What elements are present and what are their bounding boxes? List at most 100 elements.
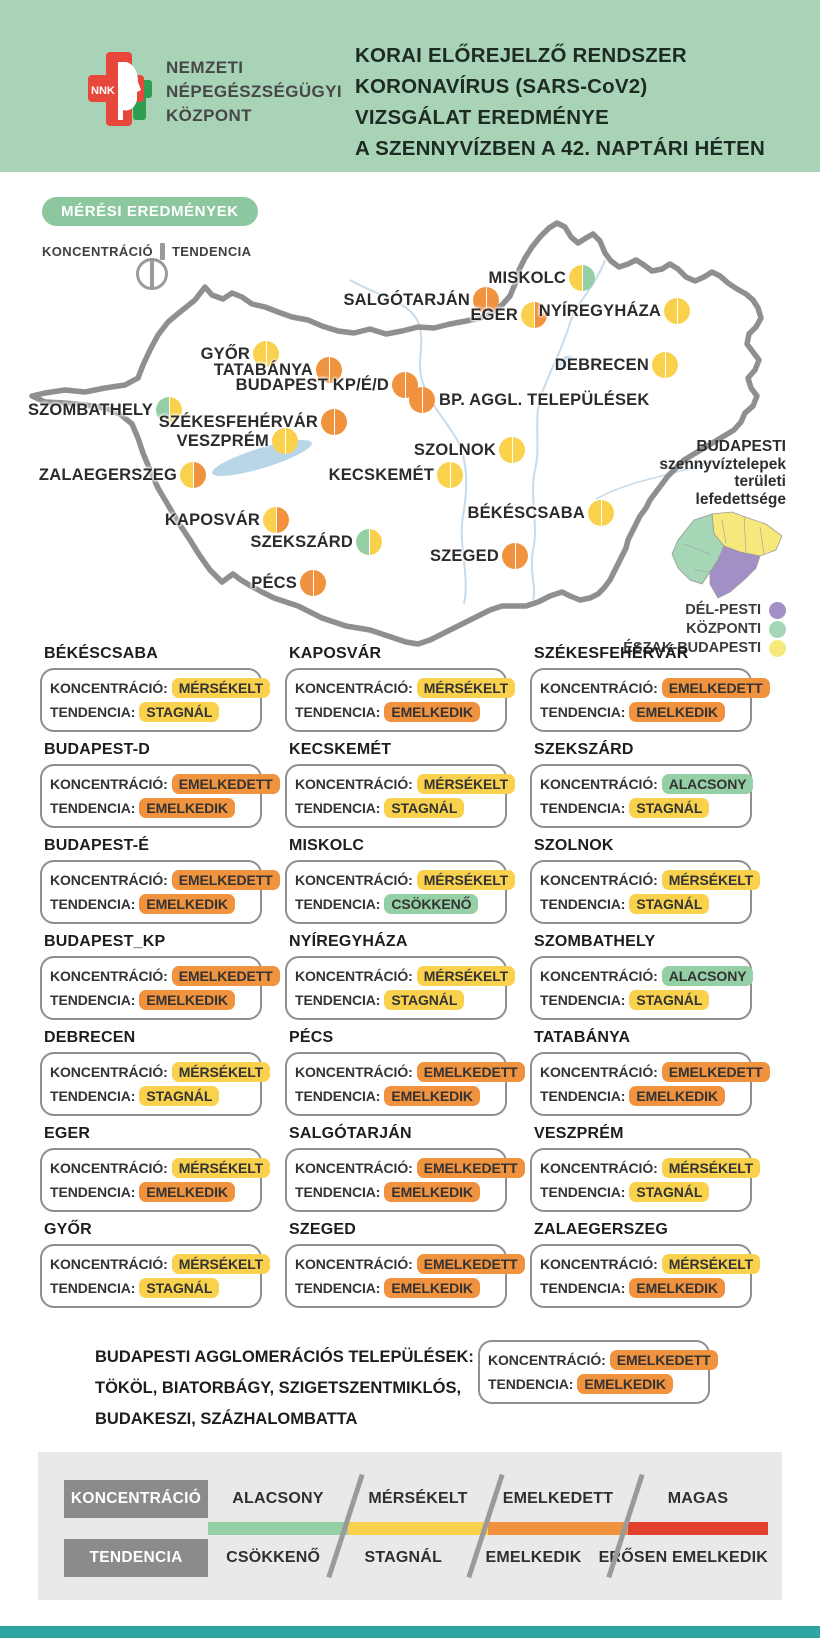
result-card-box: KONCENTRÁCIÓ: MÉRSÉKELT TENDENCIA: STAGNÁL [40, 1244, 271, 1308]
footer-bar [0, 1626, 820, 1638]
result-card-box: KONCENTRÁCIÓ: MÉRSÉKELT TENDENCIA: STAGNÁL [285, 956, 516, 1020]
tendency-label: TENDENCIA: [50, 896, 136, 912]
inset-legend-észak-budapesti: ÉSZAK-BUDAPESTI [586, 639, 786, 657]
marker-label: SZOLNOK [413, 441, 496, 459]
concentration-value: EMELKEDETT [416, 1062, 525, 1082]
city-card-nyíregyháza: NYÍREGYHÁZA KONCENTRÁCIÓ: MÉRSÉKELT TENDENC… [285, 933, 516, 1029]
card-row-tendency: TENDENCIA: EMELKEDIK [488, 1372, 700, 1396]
inset-legend-label: ÉSZAK-BUDAPESTI [623, 640, 761, 656]
card-row-concentration: KONCENTRÁCIÓ: EMELKEDETT [488, 1348, 718, 1372]
result-card-box: KONCENTRÁCIÓ: MÉRSÉKELT TENDENCIA: STAGNÁL [530, 860, 761, 924]
inset-region-central [671, 513, 725, 585]
card-row-tendency: TENDENCIA: EMELKEDIK [295, 700, 497, 724]
city-card-name: MISKOLC [289, 837, 365, 854]
result-card-box: KONCENTRÁCIÓ: EMELKEDETT TENDENCIA: EMELKED… [478, 1340, 718, 1404]
tendency-label: TENDENCIA: [295, 800, 381, 816]
marker-concentration-half [253, 341, 267, 367]
city-card-name: SZEKSZÁRD [534, 741, 634, 758]
tendency-value: STAGNÁL [139, 702, 220, 722]
tendency-value: CSÖKKENŐ [384, 894, 479, 914]
tendency-label: TENDENCIA: [540, 1184, 626, 1200]
inset-title-line3: területi [734, 473, 786, 490]
inset-region-south [709, 545, 761, 599]
inset-district-lines [683, 515, 765, 573]
concentration-value: MÉRSÉKELT [661, 870, 761, 890]
card-row-tendency: TENDENCIA: EMELKEDIK [50, 988, 252, 1012]
scale-legend-panel: KONCENTRÁCIÓ ALACSONY MÉRSÉKELT EMELKEDETT M… [38, 1452, 782, 1600]
concentration-value: MÉRSÉKELT [171, 1062, 271, 1082]
marker-label: SZEGED [429, 547, 499, 565]
inset-legend-swatch [769, 639, 786, 657]
marker-tendency-half [313, 570, 326, 596]
marker-concentration-half [392, 372, 406, 398]
marker-concentration-half [652, 352, 666, 378]
card-row-concentration: KONCENTRÁCIÓ: EMELKEDETT [295, 1252, 525, 1276]
concentration-label: KONCENTRÁCIÓ: [50, 968, 168, 984]
result-card-box: KONCENTRÁCIÓ: MÉRSÉKELT TENDENCIA: EMELKEDI… [40, 1148, 271, 1212]
concentration-value: MÉRSÉKELT [416, 678, 516, 698]
concentration-value: ALACSONY [661, 774, 754, 794]
result-card-box: KONCENTRÁCIÓ: ALACSONY TENDENCIA: STAGNÁL [530, 764, 754, 828]
marker-label: DEBRECEN [554, 356, 649, 374]
inset-legend-központi: KÖZPONTI [586, 620, 786, 638]
header: NNK NEMZETI NÉPEGÉSZSÉGÜGYI KÖZPONT KORA… [0, 0, 820, 172]
legend-value-alacsony: ALACSONY [232, 1490, 324, 1507]
tendency-label: TENDENCIA: [50, 1184, 136, 1200]
card-row-concentration: KONCENTRÁCIÓ: MÉRSÉKELT [50, 676, 271, 700]
marker-split-circle [253, 341, 279, 367]
title-line4: A SZENNYVÍZBEN A 42. NAPTÁRI HÉTEN [355, 137, 766, 160]
card-row-tendency: TENDENCIA: EMELKEDIK [540, 700, 742, 724]
nnk-logo-abbr: NNK [91, 85, 115, 97]
concentration-value: MÉRSÉKELT [416, 966, 516, 986]
card-row-tendency: TENDENCIA: EMELKEDIK [540, 1276, 742, 1300]
inset-legend-label: KÖZPONTI [686, 621, 761, 637]
lake-tisza [556, 355, 574, 369]
marker-label: KAPOSVÁR [164, 511, 260, 529]
card-row-tendency: TENDENCIA: EMELKEDIK [540, 1084, 742, 1108]
legend-value-mérsékelt: MÉRSÉKELT [368, 1490, 468, 1507]
result-card-box: KONCENTRÁCIÓ: EMELKEDETT TENDENCIA: EMELKED… [40, 956, 280, 1020]
marker-split-circle [499, 437, 525, 463]
tendency-value: EMELKEDIK [629, 1278, 725, 1298]
result-card-box: KONCENTRÁCIÓ: EMELKEDETT TENDENCIA: EMELKED… [40, 860, 280, 924]
river-tisza [530, 259, 606, 601]
tendency-label: TENDENCIA: [540, 704, 626, 720]
tendency-value: STAGNÁL [139, 1086, 220, 1106]
city-card-name: NYÍREGYHÁZA [289, 933, 408, 950]
marker-tendency-half [169, 397, 182, 423]
card-row-tendency: TENDENCIA: EMELKEDIK [50, 1180, 252, 1204]
city-card-name: VESZPRÉM [534, 1125, 624, 1142]
city-card-debrecen: DEBRECEN KONCENTRÁCIÓ: MÉRSÉKELT TENDENCIA:… [40, 1029, 271, 1125]
legend-row-values: CSÖKKENŐ STAGNÁL EMELKEDIK ERŐSEN EMELKEDIK [208, 1539, 768, 1577]
marker-legend: KONCENTRÁCIÓ TENDENCIA [42, 243, 251, 260]
marker-split-circle [521, 302, 547, 328]
result-card-box: KONCENTRÁCIÓ: EMELKEDETT TENDENCIA: EMELKED… [40, 764, 280, 828]
marker-tendency-half [450, 462, 463, 488]
city-card-name: KECSKEMÉT [289, 741, 392, 758]
city-card-salgótarján: SALGÓTARJÁN KONCENTRÁCIÓ: EMELKEDETT TENDEN… [285, 1125, 525, 1221]
concentration-label: KONCENTRÁCIÓ: [540, 1256, 658, 1272]
city-card-budapest-d: BUDAPEST-D KONCENTRÁCIÓ: EMELKEDETT TENDENC… [40, 741, 280, 837]
legend-row-label: TENDENCIA [64, 1539, 208, 1577]
card-row-concentration: KONCENTRÁCIÓ: MÉRSÉKELT [50, 1252, 271, 1276]
concentration-value: EMELKEDETT [171, 870, 280, 890]
inset-legend-label: DÉL-PESTI [685, 602, 761, 618]
concentration-value: EMELKEDETT [171, 966, 280, 986]
inset-title-line1: BUDAPESTI [696, 438, 786, 455]
city-card-kaposvár: KAPOSVÁR KONCENTRÁCIÓ: MÉRSÉKELT TENDENCIA:… [285, 645, 516, 741]
card-row-tendency: TENDENCIA: STAGNÁL [50, 1084, 252, 1108]
card-row-concentration: KONCENTRÁCIÓ: EMELKEDETT [295, 1156, 525, 1180]
concentration-label: KONCENTRÁCIÓ: [540, 1160, 658, 1176]
concentration-label: KONCENTRÁCIÓ: [295, 1160, 413, 1176]
nnk-logo: NNK [88, 52, 152, 126]
river-danube [349, 279, 468, 605]
marker-split-circle [437, 462, 463, 488]
tendency-label: TENDENCIA: [540, 1280, 626, 1296]
concentration-label: KONCENTRÁCIÓ: [540, 680, 658, 696]
marker-tendency-half [677, 298, 690, 324]
marker-legend-koncentracio: KONCENTRÁCIÓ [42, 244, 153, 259]
marker-tendency-half [285, 428, 298, 454]
agglomeration-text: BUDAPESTI AGGLOMERÁCIÓS TELEPÜLÉSEK: TÖK… [95, 1342, 495, 1435]
marker-split-circle [156, 397, 182, 423]
